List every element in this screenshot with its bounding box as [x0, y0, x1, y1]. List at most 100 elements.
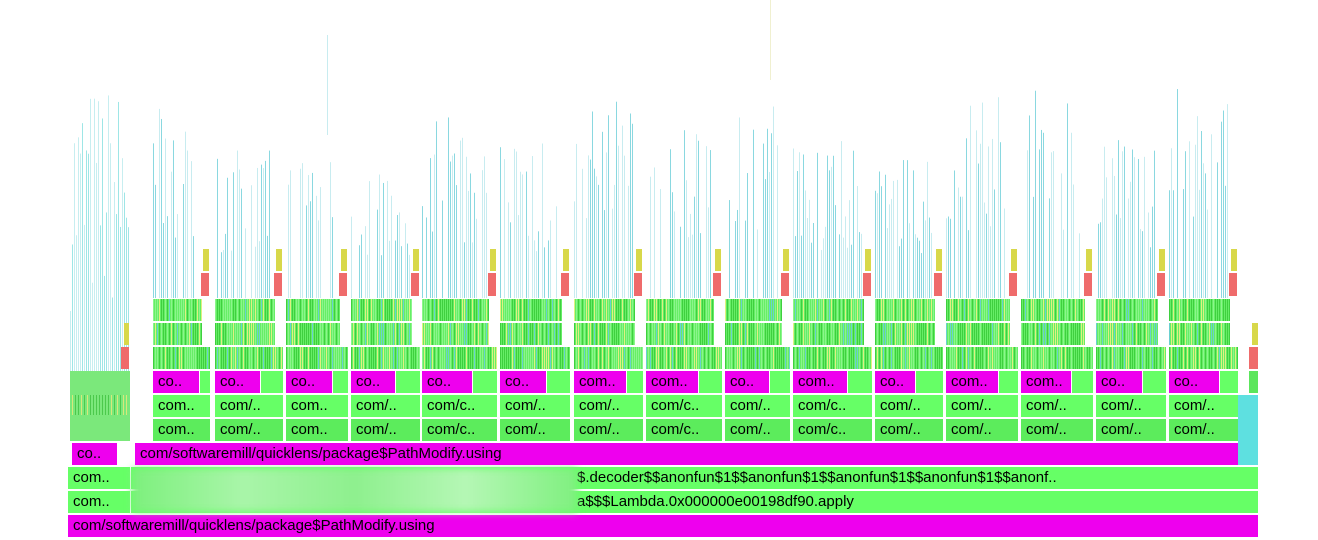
- frame[interactable]: com..: [286, 395, 348, 417]
- stack-sliver: [1142, 231, 1143, 298]
- frame[interactable]: co..: [72, 443, 117, 465]
- frame[interactable]: co..: [875, 371, 915, 393]
- stack-sliver: [704, 347, 705, 369]
- frame[interactable]: com/..: [500, 395, 570, 417]
- frame[interactable]: co..: [1169, 371, 1219, 393]
- frame[interactable]: [1143, 371, 1166, 393]
- frame[interactable]: [848, 371, 872, 393]
- frame[interactable]: com..: [646, 371, 698, 393]
- stack-sliver: [482, 170, 483, 298]
- frame[interactable]: [699, 371, 722, 393]
- frame[interactable]: [1220, 371, 1238, 393]
- frame[interactable]: com/..: [946, 395, 1018, 417]
- stack-sliver: [799, 299, 800, 321]
- frame[interactable]: com..: [286, 419, 348, 441]
- frame[interactable]: [1238, 395, 1258, 465]
- frame[interactable]: co..: [725, 371, 769, 393]
- stack-sliver: [855, 299, 856, 321]
- stack-sliver: [831, 299, 832, 321]
- frame[interactable]: com/..: [351, 419, 420, 441]
- frame[interactable]: [1072, 371, 1093, 393]
- stack-sliver: [510, 323, 511, 345]
- stack-sliver: [522, 323, 523, 345]
- frame[interactable]: com/..: [946, 419, 1018, 441]
- stack-sliver: [1118, 140, 1119, 298]
- stack-sliver: [803, 154, 804, 298]
- frame[interactable]: com..: [153, 395, 210, 417]
- frame[interactable]: co..: [153, 371, 199, 393]
- stack-sliver: [460, 323, 461, 345]
- frame[interactable]: com..: [68, 491, 130, 513]
- frame[interactable]: com/..: [875, 395, 943, 417]
- frame[interactable]: [200, 371, 210, 393]
- frame[interactable]: co..: [215, 371, 260, 393]
- frame[interactable]: com/..: [500, 419, 570, 441]
- frame[interactable]: [547, 371, 570, 393]
- stack-sliver: [1179, 347, 1180, 369]
- stack-sliver: [454, 153, 455, 298]
- frame[interactable]: [396, 371, 420, 393]
- frame[interactable]: com/c..: [646, 395, 722, 417]
- frame[interactable]: com/..: [1169, 419, 1238, 441]
- stack-sliver: [351, 323, 352, 345]
- stack-sliver: [817, 152, 818, 298]
- stack-sliver: [624, 299, 625, 321]
- frame[interactable]: [999, 371, 1018, 393]
- frame[interactable]: com/..: [725, 395, 790, 417]
- stack-sliver: [106, 212, 107, 371]
- frame[interactable]: com/..: [1096, 419, 1166, 441]
- frame[interactable]: com/..: [215, 395, 283, 417]
- frame[interactable]: co..: [1096, 371, 1142, 393]
- frame[interactable]: com/..: [574, 419, 643, 441]
- frame[interactable]: com/softwaremill/quicklens/package$PathM…: [68, 515, 1258, 537]
- stack-sliver: [161, 347, 162, 369]
- frame[interactable]: [916, 371, 943, 393]
- stack-sliver: [648, 347, 649, 369]
- stack-sliver: [1110, 347, 1111, 369]
- frame[interactable]: [333, 371, 348, 393]
- stack-sliver: [931, 299, 932, 321]
- frame[interactable]: [473, 371, 497, 393]
- frame[interactable]: co..: [422, 371, 472, 393]
- frame[interactable]: com..: [946, 371, 998, 393]
- frame[interactable]: com/..: [215, 419, 283, 441]
- frame[interactable]: com..: [793, 371, 847, 393]
- stack-sliver: [992, 138, 993, 298]
- stack-sliver: [502, 323, 503, 345]
- frame[interactable]: com/c..: [422, 419, 497, 441]
- frame[interactable]: [770, 371, 790, 393]
- frame[interactable]: com..: [1021, 371, 1071, 393]
- stack-sliver: [1219, 347, 1220, 369]
- stack-sliver: [702, 299, 703, 321]
- frame[interactable]: com..: [153, 419, 210, 441]
- stack-sliver: [470, 173, 471, 298]
- frame[interactable]: [261, 371, 283, 393]
- frame[interactable]: com/..: [1021, 419, 1093, 441]
- frame[interactable]: com/..: [875, 419, 943, 441]
- frame[interactable]: co..: [351, 371, 395, 393]
- stack-sliver: [731, 347, 732, 369]
- frame[interactable]: com..: [574, 371, 626, 393]
- frame[interactable]: com/..: [574, 395, 643, 417]
- frame[interactable]: com/..: [1169, 395, 1238, 417]
- frame[interactable]: com/softwaremill/quicklens/package$PathM…: [135, 443, 1238, 465]
- frame[interactable]: com..: [68, 467, 130, 489]
- frame[interactable]: com/c..: [793, 419, 872, 441]
- stack-sliver: [632, 123, 633, 298]
- frame[interactable]: com/c..: [646, 419, 722, 441]
- frame[interactable]: com/..: [725, 419, 790, 441]
- frame[interactable]: [627, 371, 643, 393]
- frame[interactable]: com/..: [351, 395, 420, 417]
- stack-sliver: [415, 347, 416, 369]
- frame[interactable]: com/..: [1096, 395, 1166, 417]
- stack-sliver: [670, 323, 671, 345]
- frame[interactable]: com/c..: [422, 395, 497, 417]
- stack-sliver: [269, 299, 270, 321]
- frame[interactable]: co..: [500, 371, 546, 393]
- stack-sliver: [1231, 249, 1237, 271]
- stack-sliver: [753, 323, 754, 345]
- stack-sliver: [199, 347, 200, 369]
- frame[interactable]: co..: [286, 371, 332, 393]
- frame[interactable]: com/c..: [793, 395, 872, 417]
- frame[interactable]: com/..: [1021, 395, 1093, 417]
